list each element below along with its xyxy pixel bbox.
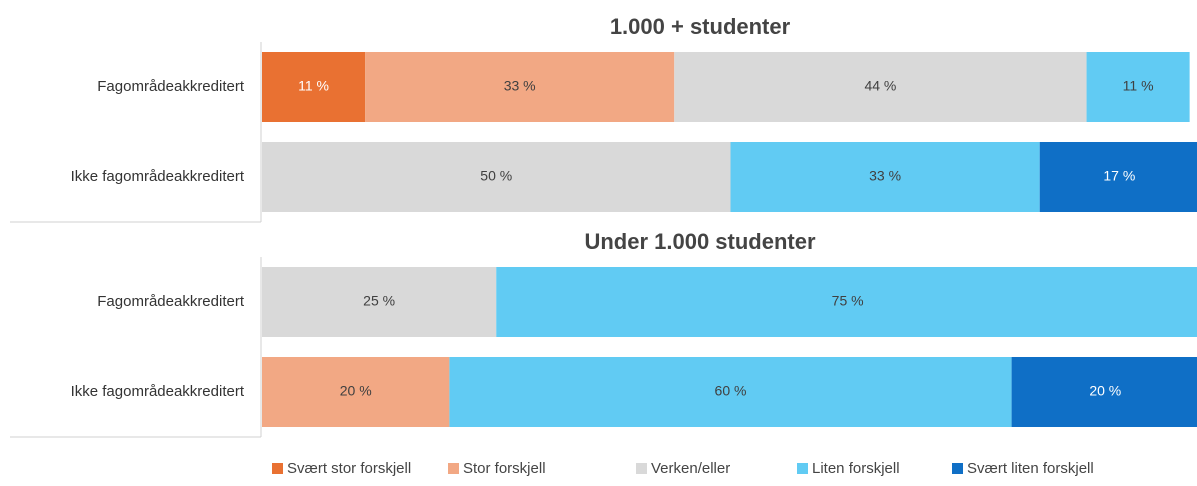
value-label: 33 % xyxy=(869,168,901,184)
legend-swatch xyxy=(636,463,647,474)
panel-title: 1.000 + studenter xyxy=(610,14,791,39)
bar-segment xyxy=(730,142,1040,212)
category-label: Fagområdeakkreditert xyxy=(97,78,245,95)
bar-segment xyxy=(449,357,1012,427)
bar-segment xyxy=(674,52,1087,122)
value-label: 33 % xyxy=(504,78,536,94)
value-label: 11 % xyxy=(298,78,329,94)
category-label: Ikke fagområdeakkreditert xyxy=(71,383,245,400)
value-label: 60 % xyxy=(715,383,747,399)
legend-swatch xyxy=(272,463,283,474)
panel-title: Under 1.000 studenter xyxy=(584,229,816,254)
legend-swatch xyxy=(797,463,808,474)
value-label: 20 % xyxy=(340,383,372,399)
bar-segment xyxy=(1011,357,1197,427)
value-label: 17 % xyxy=(1103,168,1135,184)
bar-segment xyxy=(262,142,731,212)
bar-segment xyxy=(496,267,1197,337)
legend-label: Stor forskjell xyxy=(463,460,546,477)
value-label: 20 % xyxy=(1089,383,1121,399)
bar-segment xyxy=(1039,142,1197,212)
value-label: 50 % xyxy=(480,168,512,184)
legend-label: Svært liten forskjell xyxy=(967,460,1094,477)
bar-segment xyxy=(262,357,450,427)
category-label: Ikke fagområdeakkreditert xyxy=(71,168,245,185)
bar-segment xyxy=(1086,52,1190,122)
legend-label: Verken/eller xyxy=(651,460,730,477)
legend-swatch xyxy=(448,463,459,474)
legend-label: Svært stor forskjell xyxy=(287,460,411,477)
value-label: 44 % xyxy=(864,78,896,94)
legend-label: Liten forskjell xyxy=(812,460,900,477)
bar-segment xyxy=(262,267,497,337)
value-label: 75 % xyxy=(832,293,864,309)
bar-segment xyxy=(365,52,675,122)
value-label: 11 % xyxy=(1123,78,1154,94)
value-label: 25 % xyxy=(363,293,395,309)
bar-segment xyxy=(262,52,366,122)
category-label: Fagområdeakkreditert xyxy=(97,293,245,310)
legend-swatch xyxy=(952,463,963,474)
